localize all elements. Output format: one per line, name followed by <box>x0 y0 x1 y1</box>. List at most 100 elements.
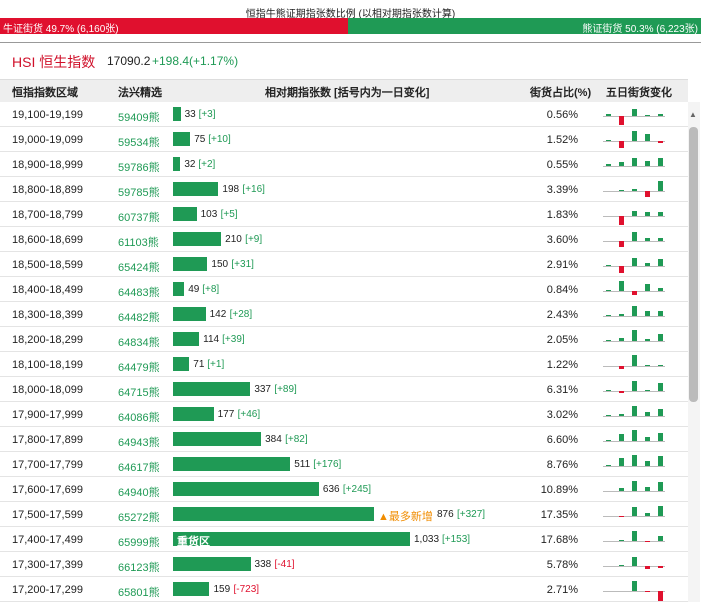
count: 177 <box>217 409 235 420</box>
code[interactable]: 64086熊 <box>118 412 160 424</box>
trend-bar <box>658 237 663 241</box>
code[interactable]: 64483熊 <box>118 287 160 299</box>
trend-axis <box>603 366 665 367</box>
bear-bar <box>348 18 701 34</box>
change: [+5] <box>220 209 238 220</box>
trend-bar <box>606 139 611 141</box>
trend-bar <box>632 188 637 191</box>
count: 337 <box>254 384 271 395</box>
count: 210 <box>225 234 242 245</box>
trend-bar <box>619 281 624 291</box>
index-change: +198.4(+1.17%) <box>152 54 239 68</box>
trend-bar <box>645 460 650 466</box>
count-bar <box>173 357 190 371</box>
trend-bar <box>645 364 650 366</box>
count: 636 <box>322 484 340 495</box>
count-bar <box>173 382 251 396</box>
trend-bar <box>632 481 637 491</box>
range: 17,700-17,799 <box>12 459 83 471</box>
code[interactable]: 64834熊 <box>118 337 160 349</box>
index-name: 恒生指数 <box>39 54 96 70</box>
count: 103 <box>200 209 218 220</box>
code[interactable]: 65999熊 <box>118 537 160 549</box>
trend-bar <box>619 564 624 566</box>
trend-bar <box>645 237 650 241</box>
trend-bar <box>619 539 624 541</box>
range: 18,400-18,499 <box>12 284 83 296</box>
code[interactable]: 59786熊 <box>118 162 160 174</box>
trend-bar <box>632 258 637 266</box>
range: 17,500-17,599 <box>12 509 83 521</box>
index-price: 17090.2 <box>107 54 151 68</box>
code[interactable]: 64479熊 <box>118 362 160 374</box>
trend-bar <box>632 531 637 541</box>
change: [+8] <box>202 284 220 295</box>
row-line <box>0 301 688 302</box>
count-bar <box>173 332 200 346</box>
code[interactable]: 59409熊 <box>118 112 160 124</box>
change: [+46] <box>237 409 261 420</box>
range: 17,800-17,899 <box>12 434 83 446</box>
code[interactable]: 64715熊 <box>118 387 160 399</box>
trend-bar <box>619 141 624 148</box>
range: 18,900-18,999 <box>12 159 83 171</box>
trend-bar <box>658 433 663 441</box>
count-bar <box>173 457 291 471</box>
trend-axis <box>603 541 665 542</box>
code[interactable]: 65424熊 <box>118 262 160 274</box>
share: 0.55% <box>546 159 578 171</box>
trend-bar <box>658 566 663 569</box>
trend-bar <box>606 439 611 441</box>
trend-bar <box>645 566 650 570</box>
row-line <box>0 326 688 327</box>
code[interactable]: 59785熊 <box>118 187 160 199</box>
trend-bar <box>645 591 650 593</box>
count-bar <box>173 107 181 121</box>
trend-axis <box>603 516 665 517</box>
trend-axis <box>603 166 665 167</box>
code[interactable]: 65801熊 <box>118 587 160 599</box>
trend-bar <box>645 191 650 197</box>
count-bar <box>173 232 222 246</box>
code[interactable]: 66123熊 <box>118 562 160 574</box>
count: 71 <box>193 359 205 370</box>
trend-bar <box>658 535 663 541</box>
code[interactable]: 61103熊 <box>118 237 159 249</box>
trend-bar <box>645 160 650 166</box>
row-line <box>0 601 688 602</box>
trend-bar <box>658 383 663 391</box>
trend-bar <box>645 262 650 266</box>
share: 2.71% <box>546 584 578 596</box>
trend-bar <box>645 389 650 391</box>
range: 18,800-18,899 <box>12 184 83 196</box>
trend-bar <box>619 391 624 394</box>
scroll-thumb[interactable] <box>689 127 698 402</box>
code[interactable]: 64940熊 <box>118 487 160 499</box>
code[interactable]: 64482熊 <box>118 312 160 324</box>
count: 338 <box>254 559 272 570</box>
trend-bar <box>632 210 637 216</box>
scroll-up[interactable]: ▲ <box>689 110 697 119</box>
trend-axis <box>603 191 665 192</box>
share: 3.02% <box>546 409 578 421</box>
count: 159 <box>213 584 231 595</box>
range: 18,700-18,799 <box>12 209 83 221</box>
code[interactable]: 65272熊 <box>118 512 160 524</box>
code[interactable]: 59534熊 <box>118 137 160 149</box>
trend-bar <box>645 541 650 543</box>
code[interactable]: 64943熊 <box>118 437 160 449</box>
count-bar <box>173 182 219 196</box>
range: 19,000-19,099 <box>12 134 83 146</box>
trend-bar <box>632 381 637 391</box>
code[interactable]: 64617熊 <box>118 462 160 474</box>
range: 18,300-18,399 <box>12 309 83 321</box>
trend-axis <box>603 141 665 142</box>
trend-bar <box>658 287 663 291</box>
trend-bar <box>619 366 624 370</box>
count: 876 <box>436 509 454 520</box>
row-line <box>0 151 688 152</box>
share: 0.56% <box>546 109 578 121</box>
code[interactable]: 60737熊 <box>118 212 160 224</box>
change: [+1] <box>207 359 225 370</box>
